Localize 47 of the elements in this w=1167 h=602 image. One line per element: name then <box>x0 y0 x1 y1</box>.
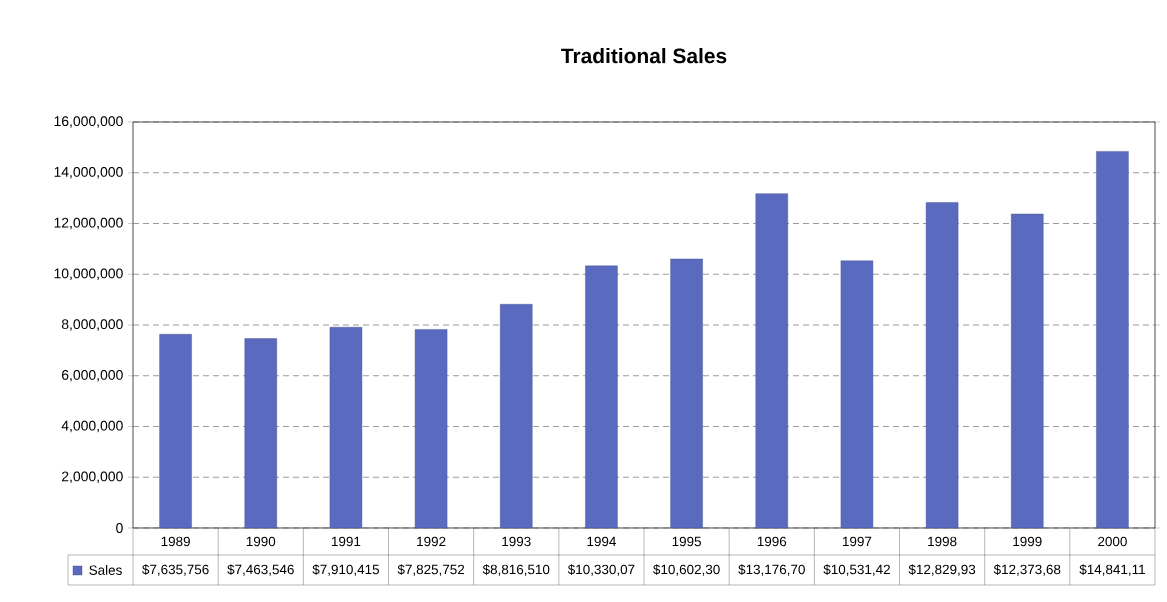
y-tick-label: 12,000,000 <box>54 217 123 230</box>
x-tick-label: 1995 <box>672 536 701 547</box>
y-tick-label: 8,000,000 <box>61 319 123 331</box>
data-label: $14,841,11 <box>1079 564 1145 576</box>
bar <box>414 329 448 529</box>
y-tick-label: 14,000,000 <box>54 166 123 179</box>
bar <box>329 327 363 529</box>
data-label: $7,825,752 <box>397 564 465 576</box>
data-label: $7,910,415 <box>312 564 380 576</box>
x-tick-label: 1990 <box>246 536 276 547</box>
data-label: $8,816,510 <box>482 564 550 576</box>
x-tick-label: 2000 <box>1098 536 1127 547</box>
bar <box>1096 151 1129 529</box>
bar <box>585 265 618 529</box>
bar <box>159 334 192 529</box>
x-tick-label: 1999 <box>1013 536 1042 547</box>
data-label: $12,373,68 <box>993 564 1061 576</box>
x-tick-label: 1994 <box>587 536 616 547</box>
y-tick-label: 16,000,000 <box>54 116 123 128</box>
y-tick-label: 0 <box>116 523 123 533</box>
x-tick-label: 1989 <box>161 536 190 547</box>
bar <box>244 338 277 529</box>
data-label: $13,176,70 <box>738 564 805 576</box>
data-label: $10,330,07 <box>567 564 635 576</box>
y-tick-label: 4,000,000 <box>61 420 123 433</box>
legend-label: Sales <box>89 565 122 575</box>
chart-title: Traditional Sales <box>561 47 727 64</box>
x-tick-label: 1997 <box>843 536 872 547</box>
y-tick-label: 6,000,000 <box>61 369 123 382</box>
data-label: $7,463,546 <box>227 564 294 576</box>
x-tick-label: 1998 <box>928 536 957 547</box>
bar <box>925 202 959 529</box>
bar <box>500 304 533 529</box>
data-label: $10,602,30 <box>653 564 720 576</box>
x-tick-label: 1993 <box>502 536 531 547</box>
y-tick-label: 10,000,000 <box>54 268 123 280</box>
x-tick-label: 1996 <box>757 536 787 547</box>
y-tick-label: 2,000,000 <box>61 471 123 483</box>
bar <box>1011 213 1044 529</box>
x-tick-label: 1991 <box>332 536 361 547</box>
bar <box>755 193 788 529</box>
data-label: $7,635,756 <box>142 564 209 576</box>
bar <box>670 258 703 529</box>
data-label: $12,829,93 <box>908 564 976 576</box>
x-tick-label: 1992 <box>417 536 446 547</box>
bar <box>840 260 874 529</box>
data-label: $10,531,42 <box>823 564 890 576</box>
